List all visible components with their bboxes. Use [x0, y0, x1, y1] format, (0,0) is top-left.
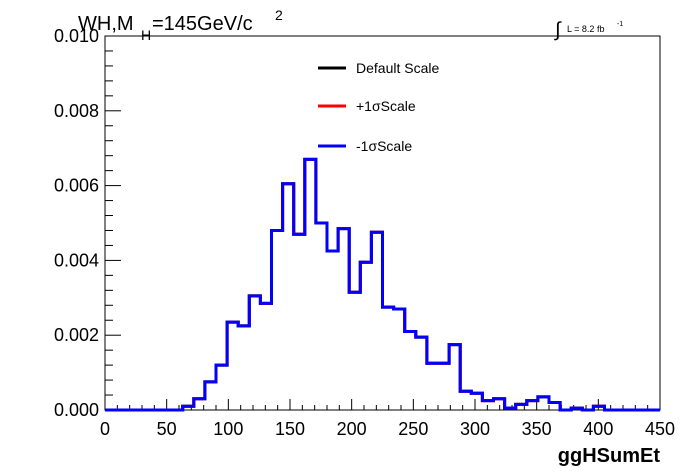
legend-label-default: Default Scale: [356, 60, 439, 76]
x-tick-label: 150: [275, 419, 305, 439]
lumi-superscript: -1: [617, 21, 623, 28]
x-tick-label: 50: [157, 419, 177, 439]
x-axis-title: ggHSumEt: [558, 445, 661, 467]
legend-label-minus1sigma: -1σScale: [356, 138, 412, 154]
y-tick-label: 0.000: [54, 400, 99, 420]
x-tick-label: 400: [583, 419, 613, 439]
y-tick-label: 0.010: [54, 26, 99, 46]
legend-label-plus1sigma: +1σScale: [356, 98, 416, 114]
chart-title-subscript: H: [141, 27, 151, 43]
x-tick-label: 450: [645, 419, 675, 439]
lumi-label: L = 8.2 fb: [567, 24, 604, 34]
x-tick-label: 100: [213, 419, 243, 439]
x-tick-label: 0: [100, 419, 110, 439]
series-line-minus1sigma-scale: [105, 157, 660, 412]
plot-frame: [104, 35, 661, 411]
x-tick-label: 300: [460, 419, 490, 439]
y-tick-label: 0.008: [54, 101, 99, 121]
x-tick-label: 250: [398, 419, 428, 439]
lumi-integral-symbol: ∫: [554, 19, 562, 41]
x-tick-label: 350: [522, 419, 552, 439]
series-group: [105, 157, 660, 412]
legend: Default Scale +1σScale -1σScale: [318, 60, 439, 154]
chart-title-main: WH,M: [78, 13, 134, 35]
x-tick-label: 200: [337, 419, 367, 439]
y-tick-label: 0.006: [54, 176, 99, 196]
y-tick-label: 0.002: [54, 325, 99, 345]
y-tick-label: 0.004: [54, 250, 99, 270]
chart-title-superscript: 2: [275, 7, 283, 23]
axis-ticks: [104, 35, 661, 411]
chart-title-rest: =145GeV/c: [152, 13, 253, 35]
axis-tick-labels: 0 50 100 150 200 250 300 350 400 450 0.000 0.002 0.0…: [54, 26, 675, 439]
